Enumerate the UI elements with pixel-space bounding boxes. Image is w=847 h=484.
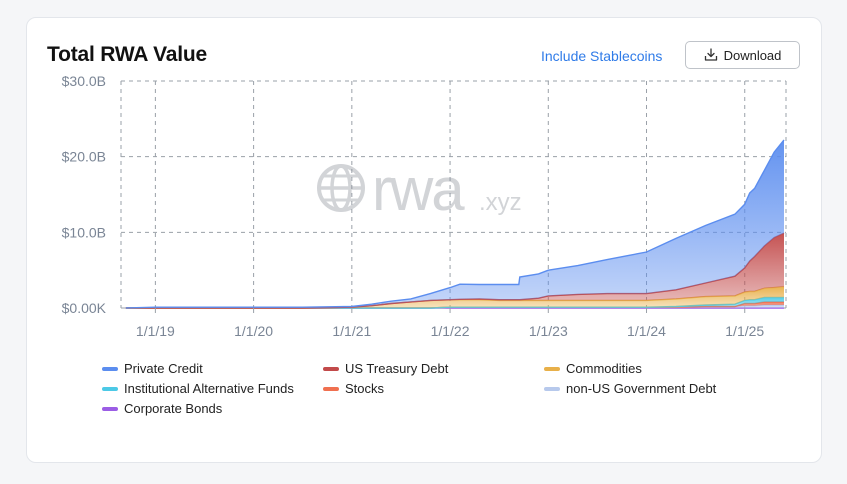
watermark-suffix: .xyz [479, 189, 522, 216]
line-private-credit [125, 139, 785, 309]
legend-item-non-us-government-debt[interactable]: non-US Government Debt [544, 381, 716, 396]
legend-item-institutional-alternative-funds[interactable]: Institutional Alternative Funds [102, 381, 294, 396]
legend-item-private-credit[interactable]: Private Credit [102, 361, 203, 376]
legend-swatch [544, 386, 560, 391]
y-tick-label: $10.0B [62, 224, 106, 240]
download-label: Download [723, 47, 782, 63]
include-stablecoins-link[interactable]: Include Stablecoins [541, 48, 663, 64]
legend-item-us-treasury-debt[interactable]: US Treasury Debt [323, 361, 448, 376]
legend-swatch [102, 406, 118, 411]
watermark: rwa .xyz [317, 156, 522, 223]
x-tick-label: 1/1/23 [529, 323, 568, 339]
page-title: Total RWA Value [47, 43, 207, 66]
legend-label: Private Credit [124, 361, 203, 376]
legend-label: US Treasury Debt [345, 361, 449, 376]
x-tick-label: 1/1/24 [627, 323, 666, 339]
area-private-credit[interactable] [125, 140, 784, 308]
legend-label: Institutional Alternative Funds [124, 381, 294, 396]
legend-swatch [323, 366, 339, 371]
legend-swatch [102, 366, 118, 371]
area-series [125, 139, 785, 309]
legend-label: non-US Government Debt [566, 381, 717, 396]
download-icon [704, 48, 717, 61]
legend-label: Commodities [566, 361, 642, 376]
area-commodities[interactable] [125, 286, 784, 308]
y-tick-label: $0.00K [62, 300, 107, 316]
axes: $0.00K $10.0B $20.0B $30.0B 1/1/19 1/1/20 1/1/… [62, 73, 765, 339]
globe-icon [317, 164, 365, 212]
x-tick-label: 1/1/22 [431, 323, 470, 339]
legend-swatch [323, 386, 339, 391]
y-tick-label: $30.0B [62, 73, 106, 89]
x-tick-label: 1/1/21 [332, 323, 371, 339]
x-tick-label: 1/1/19 [136, 323, 175, 339]
legend-swatch [544, 366, 560, 371]
watermark-text: rwa [372, 156, 465, 223]
legend-label: Corporate Bonds [124, 401, 223, 416]
legend-item-corporate-bonds[interactable]: Corporate Bonds [102, 401, 222, 416]
y-tick-label: $20.0B [62, 149, 106, 165]
legend-swatch [102, 386, 118, 391]
x-tick-label: 1/1/25 [725, 323, 764, 339]
x-tick-label: 1/1/20 [234, 323, 273, 339]
legend-label: Stocks [345, 381, 385, 396]
legend-item-commodities[interactable]: Commodities [544, 361, 642, 376]
download-button[interactable]: Download [685, 41, 800, 69]
legend-item-stocks[interactable]: Stocks [323, 381, 384, 396]
